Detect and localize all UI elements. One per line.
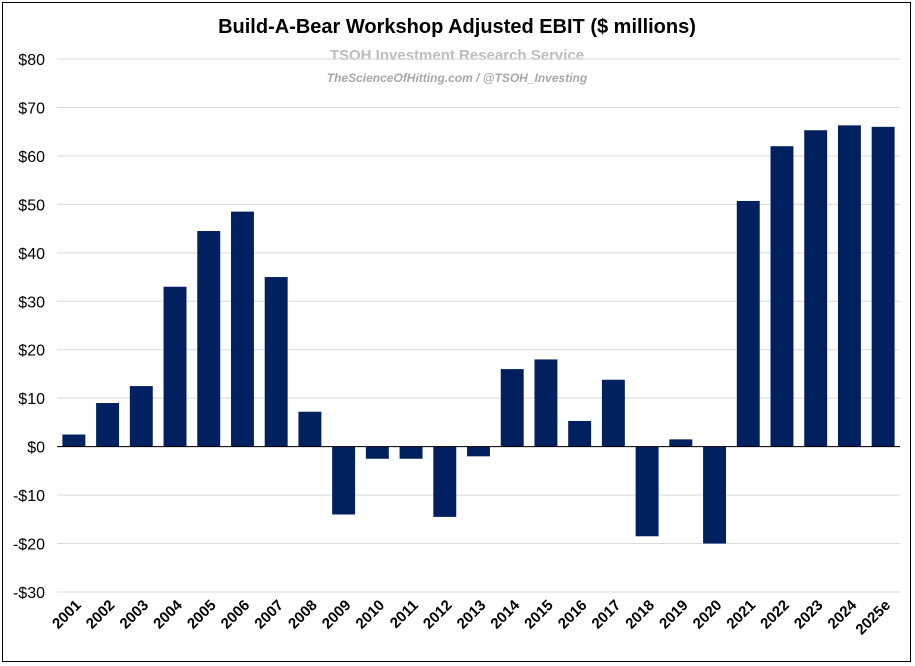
bar-2016 <box>568 420 592 447</box>
bar-2018 <box>635 446 659 537</box>
x-tick-label: 2025e <box>852 597 894 639</box>
bar-2022 <box>770 146 794 447</box>
x-tick-label: 2005 <box>184 597 220 633</box>
y-tick-label: $40 <box>18 246 45 263</box>
x-tick-label: 2007 <box>251 597 287 633</box>
bar-2014 <box>500 369 524 447</box>
x-axis-tick-labels: 2001200220032004200520062007200820092010… <box>49 596 894 638</box>
bar-2009 <box>332 446 356 515</box>
x-tick-label: 2023 <box>791 597 827 633</box>
x-tick-label: 2009 <box>319 597 355 633</box>
bar-2023 <box>804 130 828 447</box>
bar-2011 <box>399 446 423 459</box>
x-tick-label: 2010 <box>353 597 389 633</box>
x-tick-label: 2019 <box>656 597 692 633</box>
bar-2013 <box>467 446 490 457</box>
x-tick-label: 2018 <box>622 597 658 633</box>
bar-2012 <box>433 446 457 517</box>
y-tick-label: $50 <box>18 197 45 214</box>
x-tick-label: 2002 <box>83 597 119 633</box>
bar-2025e <box>871 126 895 447</box>
x-tick-label: 2011 <box>387 597 422 632</box>
x-tick-label: 2016 <box>555 597 591 633</box>
watermark-line-1: TSOH Investment Research Service <box>330 47 584 64</box>
bar-2010 <box>365 446 389 459</box>
x-tick-label: 2013 <box>454 597 490 633</box>
bar-2008 <box>298 411 322 447</box>
y-tick-label: $60 <box>18 149 45 166</box>
x-tick-label: 2012 <box>420 597 456 633</box>
y-tick-label: $80 <box>18 52 45 69</box>
bar-2005 <box>197 231 221 447</box>
watermark-line-2: TheScienceOfHitting.com / @TSOH_Investin… <box>327 71 588 85</box>
x-tick-label: 2003 <box>117 597 153 633</box>
x-tick-label: 2022 <box>757 597 793 633</box>
bar-2021 <box>736 200 760 447</box>
bar-2019 <box>669 439 693 447</box>
bars <box>62 125 895 544</box>
y-tick-label: $70 <box>18 100 45 117</box>
x-tick-label: 2014 <box>487 596 523 632</box>
x-tick-label: 2001 <box>49 597 85 633</box>
bar-2003 <box>129 386 153 447</box>
bar-2006 <box>230 211 254 447</box>
x-tick-label: 2017 <box>589 597 625 633</box>
bar-2017 <box>601 379 625 447</box>
y-tick-label: $10 <box>18 391 45 408</box>
bar-2002 <box>96 403 120 447</box>
chart-title: Build-A-Bear Workshop Adjusted EBIT ($ m… <box>218 16 696 38</box>
bar-2024 <box>837 125 861 447</box>
x-tick-label: 2004 <box>150 596 186 632</box>
y-tick-label: -$10 <box>13 488 45 505</box>
y-tick-label: $20 <box>18 343 45 360</box>
y-tick-label: -$30 <box>13 585 45 602</box>
bar-2020 <box>703 446 727 544</box>
y-tick-label: $30 <box>18 294 45 311</box>
x-tick-label: 2008 <box>285 597 321 633</box>
x-tick-label: 2020 <box>690 597 726 633</box>
y-tick-label: $0 <box>27 440 45 457</box>
bar-2001 <box>62 434 86 447</box>
x-tick-label: 2006 <box>218 597 254 633</box>
x-tick-label: 2021 <box>723 597 759 633</box>
bar-2015 <box>534 359 558 447</box>
bar-2004 <box>163 286 187 447</box>
bar-2007 <box>264 277 288 447</box>
y-axis-tick-labels: $80 $70 $60 $50 $40 $30 $20 $10 $0 -$10 -$20 -$30 <box>13 52 45 602</box>
x-tick-label: 2015 <box>521 597 557 633</box>
y-tick-label: -$20 <box>13 537 45 554</box>
